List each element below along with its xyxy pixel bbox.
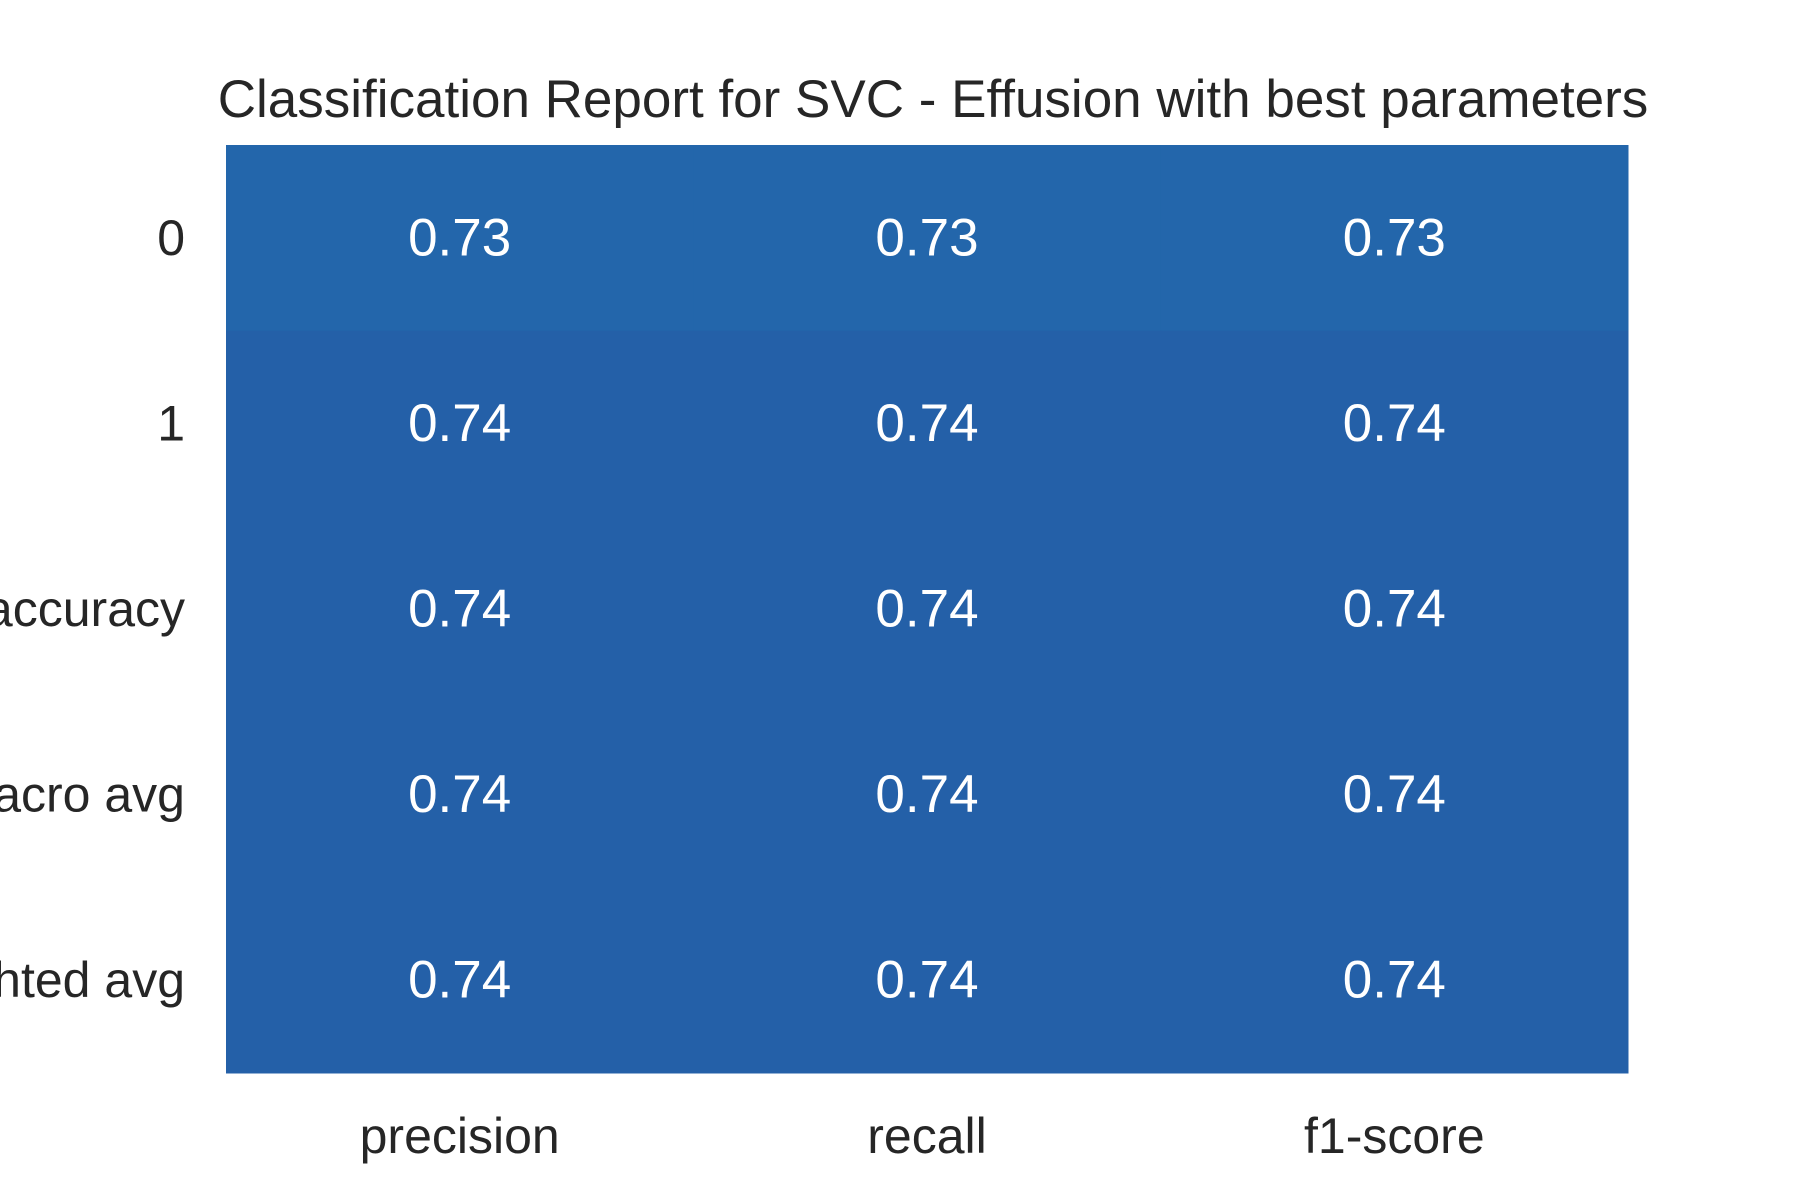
heatmap-cell-value: 0.74 bbox=[875, 580, 978, 639]
heatmap-cell bbox=[693, 701, 1162, 888]
heatmap-cell bbox=[226, 330, 694, 517]
x-tick-label: f1-score bbox=[1304, 1108, 1485, 1164]
y-axis-tick-labels: 0 1 accuracy macro avg weighted avg bbox=[0, 210, 185, 1008]
heatmap-cell-value: 0.74 bbox=[1343, 765, 1446, 824]
heatmap-cell-value: 0.74 bbox=[1343, 580, 1446, 639]
heatmap-cell-value: 0.74 bbox=[408, 394, 511, 453]
heatmap-cell-value: 0.74 bbox=[1343, 951, 1446, 1010]
heatmap-cell-value: 0.73 bbox=[1343, 208, 1446, 267]
heatmap-cell bbox=[693, 145, 1162, 332]
heatmap-cell bbox=[1160, 330, 1629, 517]
heatmap-cell bbox=[693, 887, 1162, 1074]
heatmap-cell-value: 0.74 bbox=[408, 765, 511, 824]
heatmap-cell bbox=[226, 516, 694, 703]
heatmap-cell bbox=[1160, 701, 1629, 888]
heatmap-cell-value: 0.74 bbox=[875, 394, 978, 453]
y-tick-label: accuracy bbox=[0, 581, 185, 637]
heatmap-cell-value: 0.74 bbox=[408, 951, 511, 1010]
heatmap-cell-value: 0.74 bbox=[1343, 394, 1446, 453]
heatmap-cell bbox=[693, 330, 1162, 517]
heatmap-cell bbox=[226, 145, 694, 332]
heatmap-cell-labels: 0.73 0.73 0.73 0.74 0.74 0.74 0.74 0.74 0.74 0.74… bbox=[408, 208, 1446, 1009]
x-tick-label: recall bbox=[867, 1108, 986, 1164]
y-tick-label: macro avg bbox=[0, 767, 185, 823]
heatmap-cell bbox=[226, 701, 694, 888]
heatmap-cell-value: 0.74 bbox=[875, 951, 978, 1010]
x-tick-label: precision bbox=[360, 1108, 560, 1164]
x-axis-tick-labels: precision recall f1-score bbox=[360, 1108, 1485, 1164]
y-tick-label: weighted avg bbox=[0, 952, 185, 1008]
heatmap-cell-value: 0.73 bbox=[408, 208, 511, 267]
y-tick-label: 1 bbox=[157, 395, 185, 451]
heatmap-cells bbox=[226, 145, 1629, 1074]
heatmap-cell bbox=[1160, 516, 1629, 703]
heatmap-cell-value: 0.74 bbox=[875, 765, 978, 824]
y-tick-label: 0 bbox=[157, 210, 185, 266]
heatmap-cell bbox=[1160, 887, 1629, 1074]
heatmap-cell bbox=[693, 516, 1162, 703]
heatmap-cell bbox=[226, 887, 694, 1074]
chart-title: Classification Report for SVC - Effusion… bbox=[218, 70, 1649, 129]
heatmap-cell bbox=[1160, 145, 1629, 332]
heatmap-cell-value: 0.74 bbox=[408, 580, 511, 639]
heatmap-cell-value: 0.73 bbox=[875, 208, 978, 267]
